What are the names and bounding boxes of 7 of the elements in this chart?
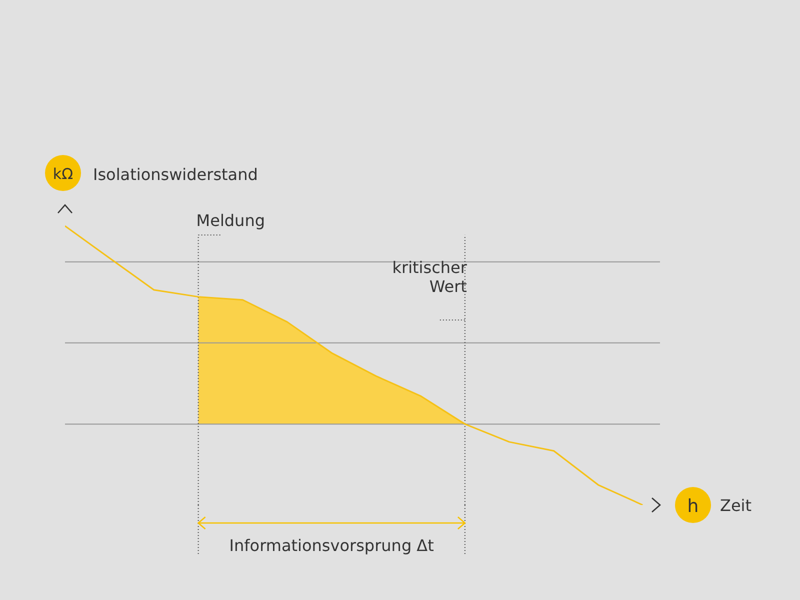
annotation: Meldung bbox=[196, 211, 265, 230]
text: Informationsvorsprung Δt bbox=[229, 536, 434, 555]
x-axis-title: Zeit bbox=[720, 496, 752, 515]
y-axis-title: Isolationswiderstand bbox=[93, 165, 258, 184]
annotation: kritischer Wert bbox=[392, 258, 468, 296]
text: kΩ bbox=[52, 165, 74, 183]
text: h bbox=[687, 496, 699, 517]
